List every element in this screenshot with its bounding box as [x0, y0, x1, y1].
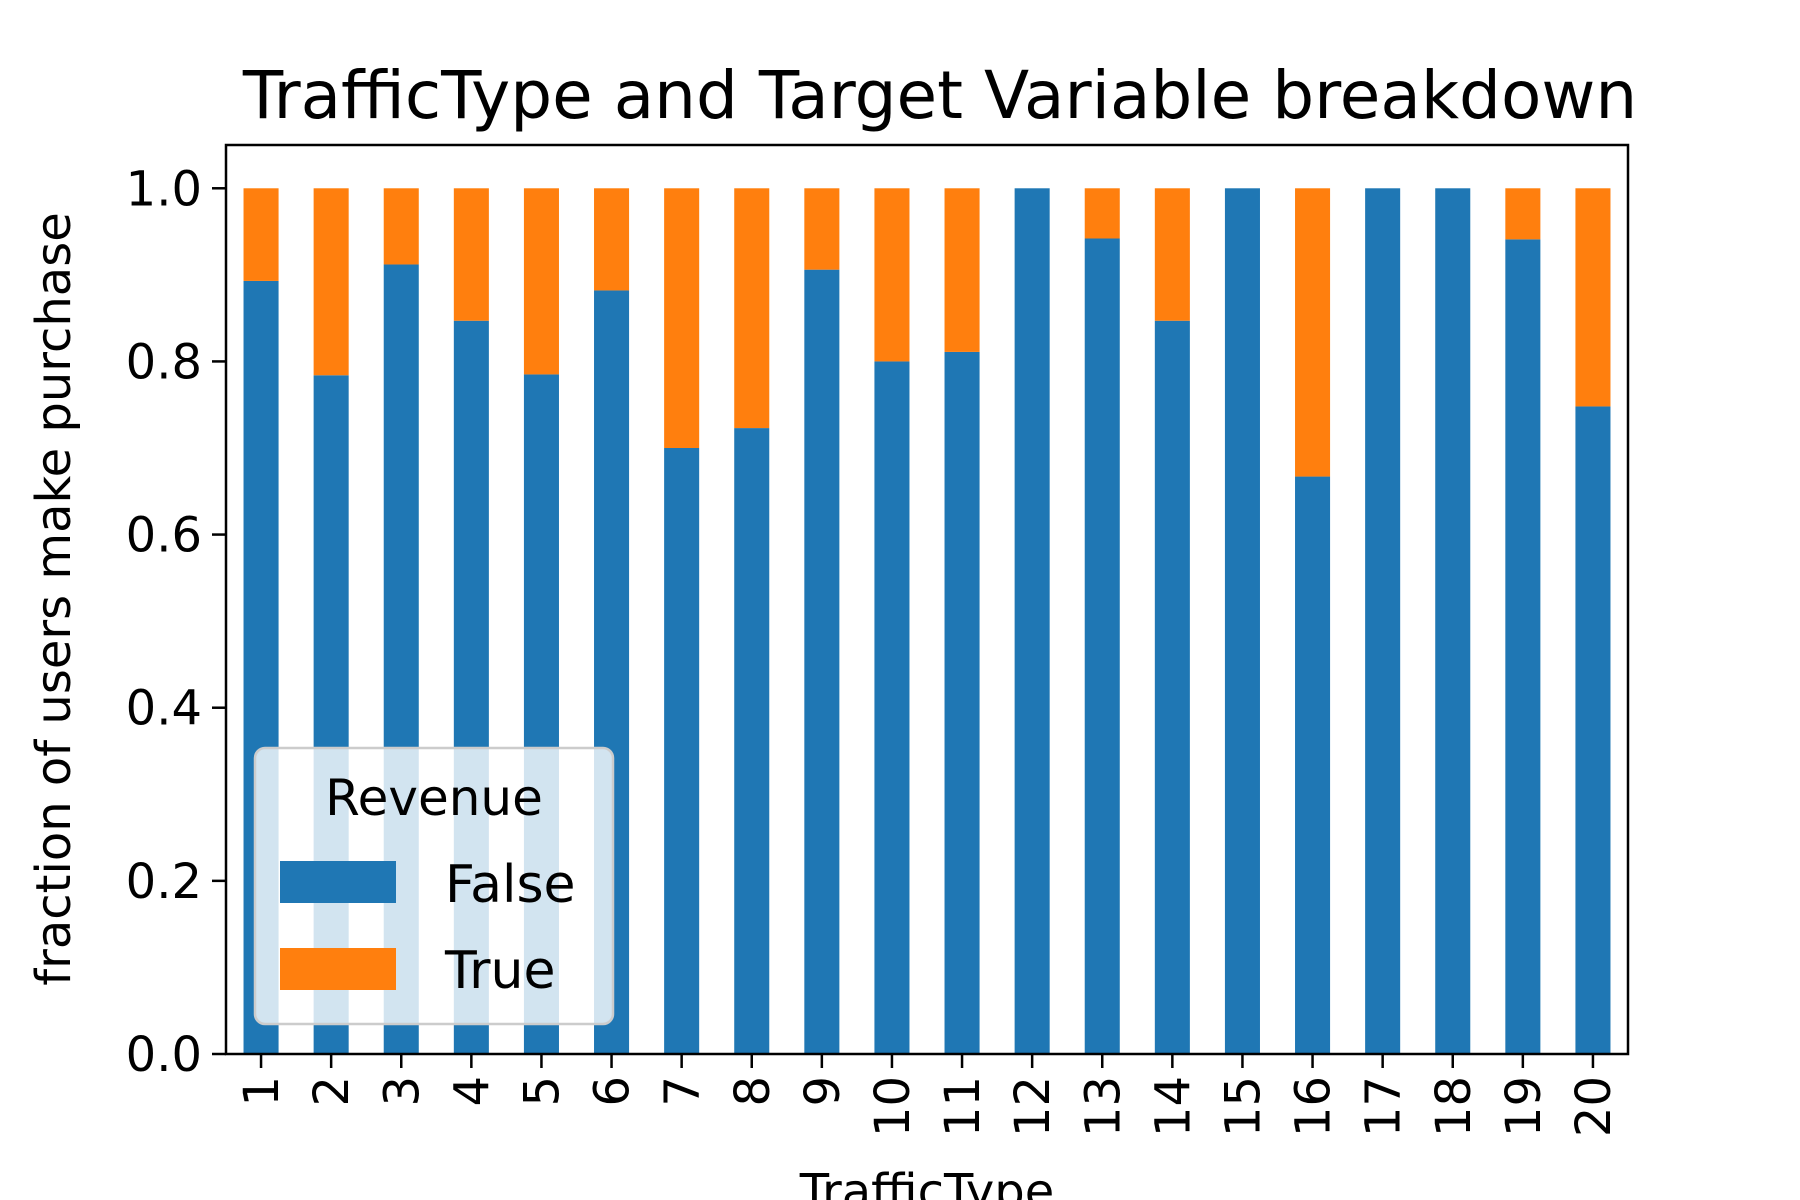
y-tick-label: 0.2 — [126, 854, 202, 910]
bar-false-14 — [1154, 320, 1190, 1054]
y-tick-label: 0.6 — [126, 508, 202, 564]
x-tick-label: 16 — [1286, 1076, 1342, 1137]
y-tick-label: 0.4 — [126, 681, 202, 737]
x-tick-label: 8 — [725, 1076, 781, 1107]
x-tick-label: 17 — [1356, 1076, 1412, 1137]
legend-title: Revenue — [325, 769, 543, 827]
legend-swatch-false — [280, 861, 396, 903]
x-tick-label: 12 — [1005, 1076, 1061, 1137]
bar-true-3 — [383, 188, 419, 265]
bar-true-13 — [1084, 188, 1120, 239]
bar-true-16 — [1295, 188, 1331, 477]
bar-false-16 — [1295, 476, 1331, 1054]
bar-false-9 — [804, 269, 840, 1055]
bar-true-8 — [734, 188, 770, 429]
bar-false-12 — [1014, 188, 1050, 1055]
legend-label-false: False — [445, 855, 576, 915]
x-tick-label: 18 — [1426, 1076, 1482, 1137]
bar-true-7 — [664, 188, 700, 449]
x-tick-label: 13 — [1075, 1076, 1131, 1137]
bar-false-10 — [874, 361, 910, 1054]
bar-true-14 — [1154, 188, 1190, 321]
y-tick-label: 0.8 — [126, 334, 202, 390]
legend: Revenue False True — [253, 746, 615, 1026]
x-tick-label: 15 — [1215, 1076, 1271, 1137]
x-axis: 1 2 3 4 5 6 7 8 9 10 11 12 13 14 15 16 17 18 19 20 — [234, 1054, 1622, 1137]
bar-true-9 — [804, 188, 840, 270]
bar-true-2 — [313, 188, 349, 376]
bar-false-20 — [1575, 406, 1611, 1055]
y-axis: 0.0 0.2 0.4 0.6 0.8 1.0 — [126, 161, 226, 1083]
x-tick-label: 9 — [795, 1076, 851, 1107]
x-tick-label: 11 — [935, 1076, 991, 1137]
chart-title: TrafficType and Target Variable breakdow… — [242, 57, 1637, 134]
legend-swatch-true — [280, 948, 396, 990]
bar-true-10 — [874, 188, 910, 362]
bar-true-6 — [594, 188, 630, 291]
bar-false-15 — [1224, 188, 1260, 1055]
bar-true-5 — [523, 188, 559, 375]
x-tick-label: 2 — [304, 1076, 360, 1107]
x-tick-label: 10 — [865, 1076, 921, 1137]
bar-false-17 — [1365, 188, 1401, 1055]
bar-false-19 — [1505, 239, 1541, 1054]
bar-false-13 — [1084, 238, 1120, 1055]
bar-false-8 — [734, 428, 770, 1054]
x-axis-label: TrafficType — [799, 1164, 1054, 1200]
x-tick-label: 5 — [514, 1076, 570, 1107]
y-axis-label: fraction of users make purchase — [26, 212, 82, 986]
y-tick-label: 1.0 — [126, 161, 202, 217]
x-tick-label: 14 — [1145, 1076, 1201, 1137]
bar-true-19 — [1505, 188, 1541, 240]
bar-false-18 — [1435, 188, 1471, 1055]
bar-false-7 — [664, 448, 700, 1054]
x-tick-label: 20 — [1566, 1076, 1622, 1137]
x-tick-label: 7 — [655, 1076, 711, 1107]
bar-true-11 — [944, 188, 980, 352]
bar-false-11 — [944, 351, 980, 1054]
plot-frame — [224, 143, 1630, 1056]
x-tick-label: 4 — [444, 1076, 500, 1107]
y-tick-label: 0.0 — [126, 1027, 202, 1083]
bar-true-4 — [453, 188, 489, 321]
bar-true-20 — [1575, 188, 1611, 407]
legend-label-true: True — [444, 941, 555, 1001]
x-tick-label: 6 — [585, 1076, 641, 1107]
bar-true-1 — [243, 188, 279, 281]
x-tick-label: 19 — [1496, 1076, 1552, 1137]
x-tick-label: 3 — [374, 1076, 430, 1107]
x-tick-label: 1 — [234, 1076, 290, 1107]
